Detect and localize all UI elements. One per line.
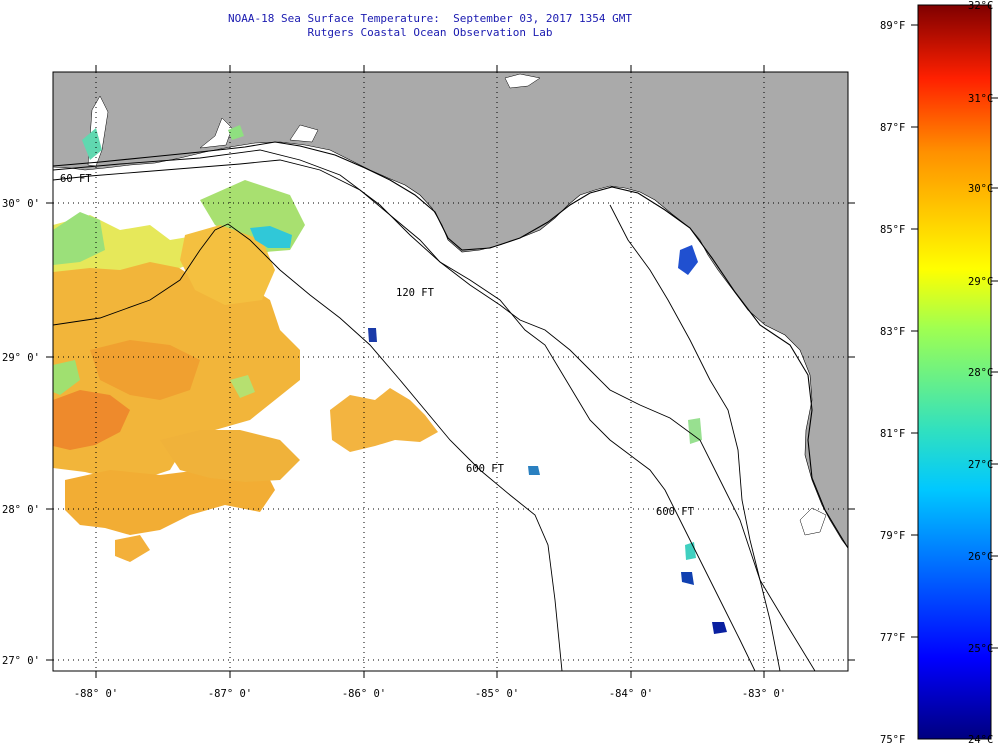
sst-patch-cyan-ne — [250, 226, 292, 248]
sst-patch-blue-spot-3 — [681, 572, 694, 585]
fahrenheit-label-83: 83°F — [880, 326, 905, 338]
map-title: NOAA-18 Sea Surface Temperature: Septemb… — [228, 12, 632, 25]
celsius-label-27: 27°C — [968, 459, 993, 471]
fahrenheit-label-77: 77°F — [880, 632, 905, 644]
sst-patch-green-north — [53, 212, 105, 265]
map-ticks — [46, 65, 855, 678]
sst-patch-orange-mid — [90, 340, 200, 400]
sst-patch-small-green-center — [230, 375, 255, 398]
tampa-bay — [799, 507, 827, 536]
sst-patch-coastal-green — [228, 125, 244, 140]
sst-patch-orange-core — [53, 390, 130, 450]
map-frame — [52, 71, 849, 672]
celsius-label-29: 29°C — [968, 276, 993, 288]
sst-patch-small-6 — [368, 328, 377, 342]
isobath-label-120: 120 FT — [396, 287, 435, 299]
fahrenheit-label-89: 89°F — [880, 20, 905, 32]
colorbar-ticks — [911, 24, 998, 649]
sst-patch-south-east — [160, 430, 300, 482]
isobath-600ft — [53, 223, 563, 671]
celsius-label-32: 32°C — [968, 0, 993, 12]
fahrenheit-label-85: 85°F — [880, 224, 905, 236]
sst-patch-small-5 — [528, 466, 540, 475]
sst-patch-green-west — [53, 360, 80, 395]
celsius-label-28: 28°C — [968, 367, 993, 379]
isobath-60ft — [53, 159, 756, 671]
lat-label-28: 28° 0' — [2, 504, 40, 516]
sst-patch-coastal-teal — [82, 128, 102, 160]
lat-label-30: 30° 0' — [2, 198, 40, 210]
st-andrew-bay — [289, 124, 319, 143]
map-subtitle: Rutgers Coastal Ocean Observation Lab — [307, 26, 553, 39]
lat-label-29: 29° 0' — [2, 352, 40, 364]
fahrenheit-label-79: 79°F — [880, 530, 905, 542]
sst-patch-central-east — [330, 388, 438, 452]
isobath-label-60: 60 FT — [60, 173, 92, 185]
lake-okeechobee — [504, 73, 541, 89]
lon-label-84: -84° 0' — [609, 688, 653, 700]
sst-patch-blue-spot-1 — [678, 245, 698, 275]
fahrenheit-label-81: 81°F — [880, 428, 905, 440]
isobath-600ft-east — [609, 204, 781, 671]
coastline — [53, 141, 848, 549]
celsius-label-31: 31°C — [968, 93, 993, 105]
lon-label-85: -85° 0' — [475, 688, 519, 700]
celsius-label-30: 30°C — [968, 183, 993, 195]
isobath-label-600-east: 600 FT — [656, 506, 695, 518]
celsius-label-25: 25°C — [968, 643, 993, 655]
lon-label-83: -83° 0' — [742, 688, 786, 700]
fahrenheit-label-75: 75°F — [880, 734, 905, 746]
sst-patch-south-small — [115, 535, 150, 562]
isobath-120ft — [53, 149, 816, 671]
celsius-label-24: 24°C — [968, 734, 993, 746]
sst-patch-blue-spot-2 — [712, 622, 727, 634]
sst-patch-green-spot-east — [688, 418, 702, 444]
celsius-label-26: 26°C — [968, 551, 993, 563]
fahrenheit-label-87: 87°F — [880, 122, 905, 134]
lat-label-27: 27° 0' — [2, 655, 40, 667]
lon-label-87: -87° 0' — [208, 688, 252, 700]
lon-label-88: -88° 0' — [74, 688, 118, 700]
choctawhatchee-bay — [199, 117, 233, 149]
sst-colorbar — [917, 4, 992, 740]
lon-label-86: -86° 0' — [342, 688, 386, 700]
isobath-label-600: 600 FT — [466, 463, 505, 475]
